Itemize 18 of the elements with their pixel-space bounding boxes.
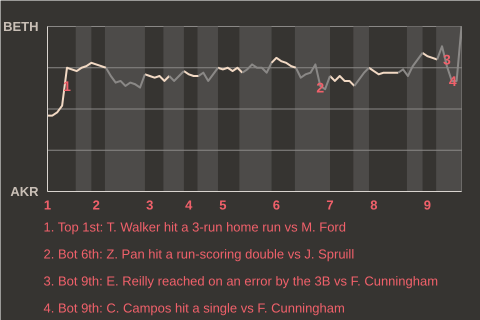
annotation: 3: [442, 52, 451, 68]
text: AKR: [10, 184, 40, 199]
text: 3. Bot 9th: E. Reilly reached on an error by the 3B vs F. Cunningham: [44, 274, 438, 288]
x-tick-label: 7: [326, 198, 334, 212]
x-tick-label: 4: [185, 198, 194, 212]
text: 1. Top 1st: T. Walker hit a 3-run home run vs M. Ford: [44, 220, 346, 234]
x-tick-label: 1: [44, 198, 52, 212]
x-tick-label: 6: [272, 198, 280, 212]
text: 2. Bot 6th: Z. Pan hit a run-scoring double vs J. Spruill: [44, 246, 354, 262]
annotation: 2: [316, 80, 324, 96]
text: BETH: [3, 19, 38, 34]
x-tick-label: 2: [92, 198, 100, 212]
text: 4. Bot 9th: C. Campos hit a single vs F. Cunningham: [44, 300, 345, 316]
x-tick-label: 9: [424, 198, 432, 212]
x-tick-label: 8: [370, 198, 378, 212]
annotation: 4: [448, 72, 457, 89]
x-tick-label: 5: [219, 198, 226, 212]
x-tick-label: 3: [146, 198, 154, 212]
